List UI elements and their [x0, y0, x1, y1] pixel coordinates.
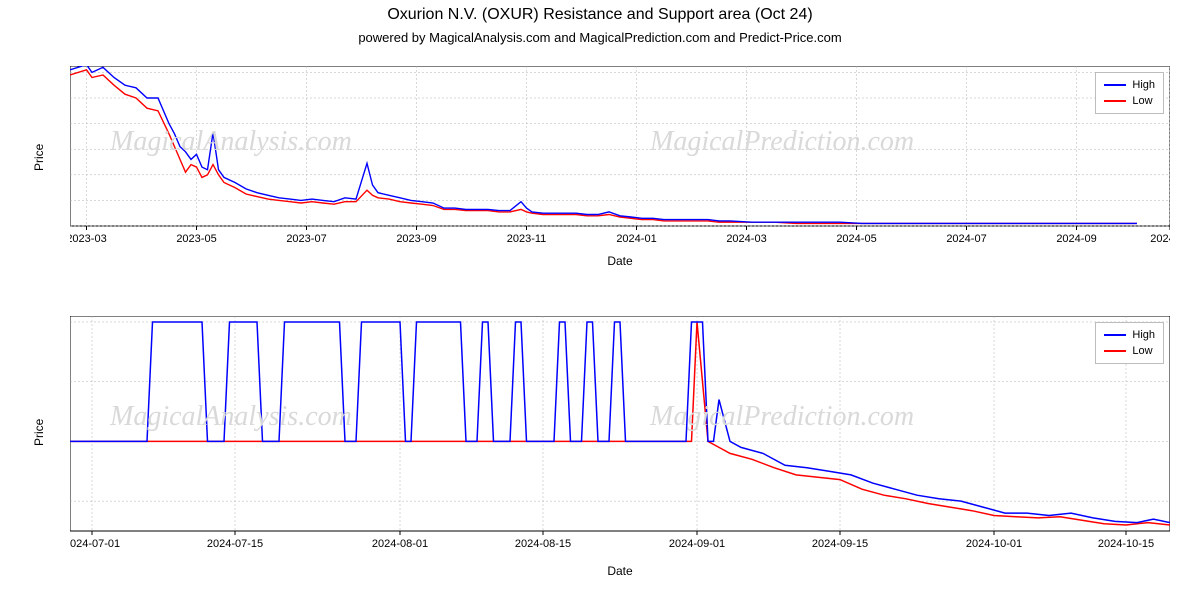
legend-label-high: High: [1132, 79, 1155, 91]
legend-swatch-high: [1104, 84, 1126, 86]
legend-label-low: Low: [1132, 95, 1152, 107]
svg-text:2024-07: 2024-07: [946, 233, 986, 245]
legend-label-high-b: High: [1132, 329, 1155, 341]
svg-text:2024-09-01: 2024-09-01: [669, 538, 725, 550]
legend-row-low-b: Low: [1104, 343, 1155, 359]
legend-swatch-low-b: [1104, 350, 1126, 352]
bot-ylabel: Price: [32, 419, 46, 446]
bottom-plot-svg: 0.51.01.52.02024-07-012024-07-152024-08-…: [70, 316, 1170, 586]
svg-text:2024-10-01: 2024-10-01: [966, 538, 1022, 550]
legend-label-low-b: Low: [1132, 345, 1152, 357]
bot-xlabel: Date: [70, 564, 1170, 578]
legend-row-low: Low: [1104, 93, 1155, 109]
svg-text:2024-10-15: 2024-10-15: [1098, 538, 1154, 550]
top-panel: Price 0204060801001202023-032023-052023-…: [70, 66, 1170, 276]
legend-swatch-high-b: [1104, 334, 1126, 336]
svg-text:2024-11: 2024-11: [1150, 233, 1170, 245]
svg-text:2024-03: 2024-03: [726, 233, 766, 245]
svg-text:2024-09-15: 2024-09-15: [812, 538, 868, 550]
bottom-panel: Price 0.51.01.52.02024-07-012024-07-1520…: [70, 316, 1170, 586]
svg-text:2024-07-15: 2024-07-15: [207, 538, 263, 550]
svg-text:2024-01: 2024-01: [616, 233, 656, 245]
svg-text:2024-08-15: 2024-08-15: [515, 538, 571, 550]
svg-text:2023-09: 2023-09: [396, 233, 436, 245]
bottom-legend: High Low: [1095, 322, 1164, 364]
svg-text:2024-08-01: 2024-08-01: [372, 538, 428, 550]
chart-title: Oxurion N.V. (OXUR) Resistance and Suppo…: [0, 6, 1200, 24]
top-xlabel: Date: [70, 254, 1170, 268]
legend-row-high: High: [1104, 77, 1155, 93]
chart-container: Oxurion N.V. (OXUR) Resistance and Suppo…: [0, 6, 1200, 606]
svg-text:2023-05: 2023-05: [176, 233, 216, 245]
top-plot-svg: 0204060801001202023-032023-052023-072023…: [70, 66, 1170, 276]
top-ylabel: Price: [32, 144, 46, 171]
svg-text:2023-03: 2023-03: [70, 233, 107, 245]
svg-text:2024-09: 2024-09: [1056, 233, 1096, 245]
chart-subtitle: powered by MagicalAnalysis.com and Magic…: [0, 30, 1200, 45]
svg-text:2023-07: 2023-07: [286, 233, 326, 245]
legend-row-high-b: High: [1104, 327, 1155, 343]
legend-swatch-low: [1104, 100, 1126, 102]
svg-text:2023-11: 2023-11: [507, 233, 547, 245]
top-legend: High Low: [1095, 72, 1164, 114]
svg-text:2024-05: 2024-05: [836, 233, 876, 245]
svg-text:2024-07-01: 2024-07-01: [70, 538, 120, 550]
